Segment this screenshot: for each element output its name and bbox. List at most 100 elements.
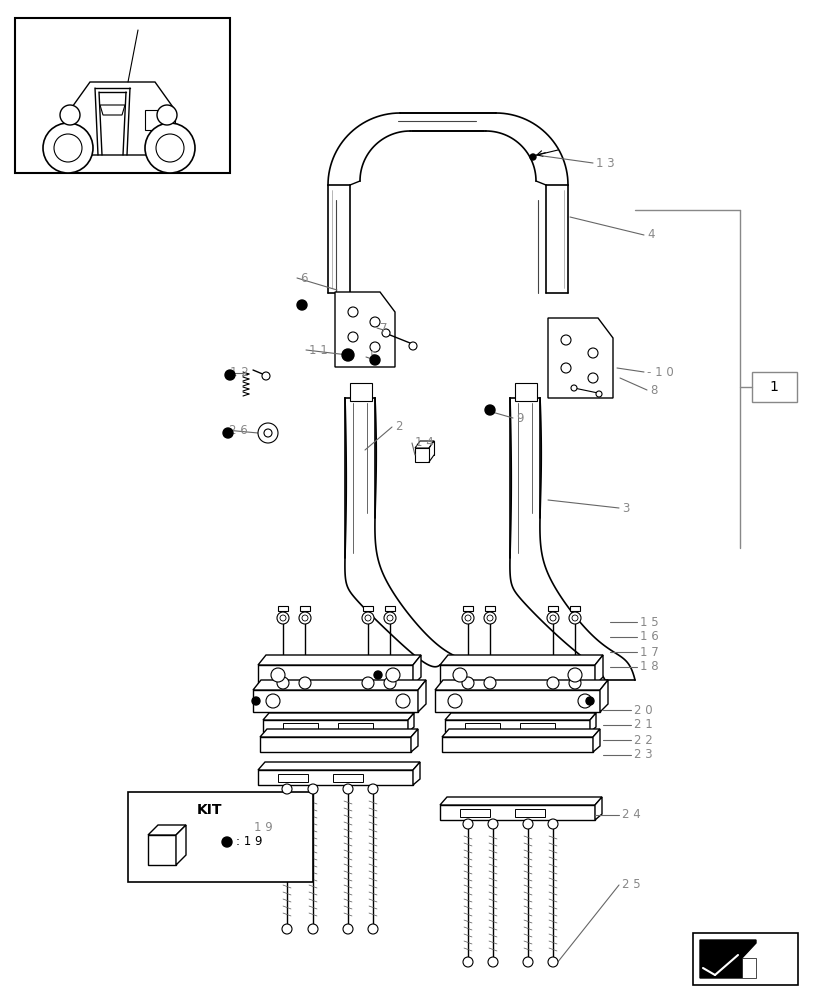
Text: 9: 9 [515, 412, 523, 424]
Polygon shape [595, 797, 601, 820]
Circle shape [342, 924, 352, 934]
Bar [485, 606, 495, 611]
Polygon shape [148, 825, 186, 835]
Polygon shape [439, 655, 602, 665]
Bar [350, 383, 371, 401]
Circle shape [461, 677, 473, 689]
Circle shape [523, 819, 533, 829]
Circle shape [385, 668, 399, 682]
Circle shape [529, 154, 535, 160]
Circle shape [547, 612, 558, 624]
Polygon shape [595, 655, 602, 685]
Circle shape [386, 615, 393, 621]
Text: KIT: KIT [197, 803, 222, 817]
Circle shape [361, 677, 374, 689]
Bar [332, 774, 362, 782]
Circle shape [280, 615, 285, 621]
Bar [278, 774, 308, 782]
Bar [514, 809, 544, 817]
Polygon shape [263, 713, 414, 720]
Circle shape [568, 612, 581, 624]
Circle shape [299, 612, 311, 624]
Circle shape [277, 612, 289, 624]
Circle shape [54, 134, 82, 162]
Circle shape [297, 300, 307, 310]
Polygon shape [145, 110, 174, 130]
Polygon shape [699, 940, 755, 978]
Circle shape [302, 615, 308, 621]
Polygon shape [414, 441, 433, 448]
Circle shape [367, 924, 378, 934]
Polygon shape [741, 958, 755, 978]
Circle shape [367, 784, 378, 794]
Polygon shape [258, 770, 413, 785]
Text: 2 3: 2 3 [633, 748, 652, 762]
Polygon shape [414, 448, 428, 462]
Text: 2 1: 2 1 [633, 718, 652, 732]
Text: 7: 7 [380, 322, 387, 334]
Text: 2 6: 2 6 [229, 424, 247, 436]
Bar [337, 723, 372, 730]
Circle shape [485, 405, 495, 415]
Circle shape [282, 784, 292, 794]
Circle shape [282, 924, 292, 934]
Text: 2 0: 2 0 [633, 704, 652, 716]
Circle shape [447, 694, 461, 708]
Circle shape [222, 428, 232, 438]
Circle shape [587, 373, 597, 383]
Polygon shape [442, 729, 600, 737]
Circle shape [587, 348, 597, 358]
Circle shape [251, 697, 260, 705]
Bar [362, 606, 372, 611]
Text: 1 8: 1 8 [639, 660, 657, 674]
Text: 1 3: 1 3 [595, 157, 614, 170]
Text: 1 6: 1 6 [639, 631, 658, 644]
Text: 4: 4 [646, 229, 653, 241]
Circle shape [258, 423, 278, 443]
Polygon shape [590, 713, 595, 732]
Circle shape [370, 355, 380, 365]
Text: 6: 6 [299, 271, 307, 284]
Circle shape [222, 837, 232, 847]
Circle shape [370, 342, 380, 352]
Bar [692, 933, 797, 985]
Circle shape [461, 612, 473, 624]
Circle shape [462, 819, 472, 829]
Text: 1: 1 [768, 380, 777, 394]
Polygon shape [444, 713, 595, 720]
Circle shape [264, 429, 272, 437]
Polygon shape [408, 713, 414, 732]
Text: 1 4: 1 4 [414, 436, 433, 450]
Circle shape [347, 307, 357, 317]
Circle shape [261, 372, 270, 380]
Circle shape [487, 819, 497, 829]
Polygon shape [260, 729, 418, 737]
Circle shape [299, 677, 311, 689]
Circle shape [43, 123, 93, 173]
Polygon shape [176, 825, 186, 865]
Text: 2: 2 [394, 420, 402, 434]
Text: 2 5: 2 5 [621, 878, 640, 891]
Circle shape [547, 677, 558, 689]
Text: 1 9: 1 9 [254, 821, 272, 834]
Circle shape [347, 332, 357, 342]
Circle shape [384, 677, 395, 689]
Polygon shape [258, 762, 419, 770]
Circle shape [462, 957, 472, 967]
Circle shape [452, 668, 466, 682]
Polygon shape [263, 720, 408, 732]
Polygon shape [434, 680, 607, 690]
Bar [385, 606, 394, 611]
Polygon shape [260, 737, 410, 752]
Circle shape [157, 105, 177, 125]
Circle shape [486, 615, 492, 621]
Circle shape [465, 615, 471, 621]
Circle shape [384, 612, 395, 624]
Text: 5: 5 [369, 351, 376, 363]
Circle shape [60, 105, 80, 125]
Bar [299, 606, 309, 611]
Bar [547, 606, 557, 611]
Circle shape [225, 370, 235, 380]
Circle shape [571, 615, 577, 621]
Circle shape [370, 317, 380, 327]
